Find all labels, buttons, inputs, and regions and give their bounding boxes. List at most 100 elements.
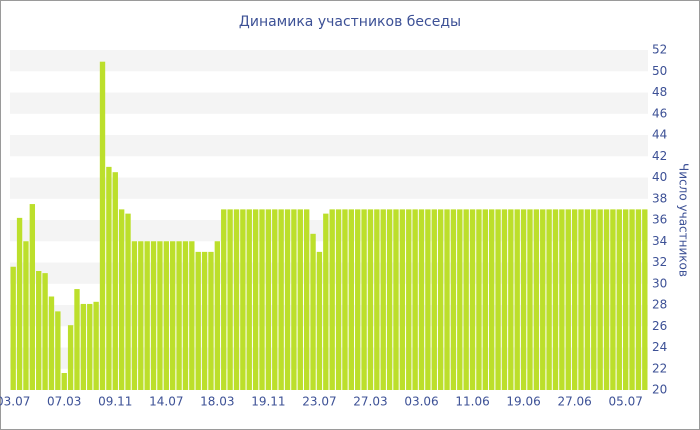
y-tick-label: 28 — [652, 298, 667, 312]
bar — [303, 209, 310, 390]
bar — [42, 273, 48, 390]
bar — [642, 209, 648, 390]
bar — [106, 166, 112, 390]
bar — [418, 209, 425, 390]
x-tick-label: 11.06 — [455, 395, 489, 409]
bar — [450, 209, 457, 390]
bar — [520, 209, 527, 390]
bar — [489, 209, 495, 390]
bar — [622, 209, 629, 390]
bar — [208, 251, 214, 390]
bar — [170, 241, 176, 390]
bar — [591, 209, 597, 390]
bar — [603, 209, 610, 390]
bar — [176, 241, 182, 390]
bar — [399, 209, 406, 390]
y-tick-label: 46 — [652, 106, 667, 120]
bar — [374, 209, 380, 390]
bar — [508, 209, 514, 390]
grid-band — [10, 347, 648, 369]
bar — [610, 209, 616, 390]
bar — [99, 61, 106, 390]
x-tick-label: 19.11 — [251, 395, 285, 409]
bar — [29, 204, 36, 390]
bar — [323, 213, 329, 390]
bar — [246, 209, 252, 390]
y-tick-label: 22 — [652, 361, 667, 375]
bar — [571, 209, 578, 390]
bar — [501, 209, 508, 390]
bar — [597, 209, 603, 390]
bar — [635, 209, 642, 390]
bar — [463, 209, 469, 390]
bar — [431, 209, 437, 390]
bar — [437, 209, 444, 390]
bar — [476, 209, 482, 390]
x-tick-label: 19.06 — [506, 395, 540, 409]
bar — [578, 209, 584, 390]
bar — [144, 241, 150, 390]
bar — [457, 209, 463, 390]
bar — [342, 209, 348, 390]
x-tick-label: 23.07 — [302, 395, 336, 409]
x-tick-label: 03.06 — [404, 395, 438, 409]
bar — [112, 172, 118, 390]
bar — [87, 303, 93, 390]
bar — [310, 233, 316, 390]
bar — [393, 209, 399, 390]
y-tick-label: 24 — [652, 340, 667, 354]
grid-band — [10, 220, 648, 242]
grid-band — [10, 50, 648, 72]
bar — [297, 209, 303, 390]
x-tick-label: 14.07 — [149, 395, 183, 409]
bar — [444, 209, 450, 390]
bar — [252, 209, 259, 390]
grid-band — [10, 305, 648, 327]
bar — [495, 209, 501, 390]
bar — [335, 209, 342, 390]
grid-band — [10, 177, 648, 199]
bar — [23, 241, 29, 390]
bar — [565, 209, 571, 390]
bar — [552, 209, 559, 390]
bar — [48, 296, 55, 390]
bar — [616, 209, 622, 390]
bar — [61, 373, 67, 390]
bar — [163, 241, 169, 390]
bar — [482, 209, 488, 390]
bar — [380, 209, 386, 390]
bar — [540, 209, 546, 390]
bar — [284, 209, 291, 390]
bar — [131, 241, 138, 390]
bar — [546, 209, 552, 390]
y-tick-label: 44 — [652, 128, 667, 142]
bar — [118, 209, 125, 390]
chart-title: Динамика участников беседы — [239, 14, 461, 30]
bar — [80, 303, 87, 390]
bar — [367, 209, 374, 390]
bar — [355, 209, 361, 390]
bar — [182, 241, 189, 390]
bar — [425, 209, 431, 390]
bar — [221, 209, 227, 390]
x-tick-label: 03.07 — [0, 395, 30, 409]
bar — [316, 251, 323, 390]
bar — [329, 209, 335, 390]
bar — [189, 241, 195, 390]
bar — [55, 311, 61, 390]
bar — [386, 209, 393, 390]
bar — [272, 209, 278, 390]
y-tick-label: 38 — [652, 191, 667, 205]
x-tick-label: 05.07 — [608, 395, 642, 409]
bar — [74, 289, 80, 390]
y-tick-label: 40 — [652, 170, 667, 184]
x-tick-label: 07.03 — [47, 395, 81, 409]
x-tick-label: 27.03 — [353, 395, 387, 409]
bar — [533, 209, 540, 390]
bar — [259, 209, 265, 390]
bar — [227, 209, 233, 390]
y-axis-label: Число участников — [677, 163, 691, 277]
bar — [150, 241, 157, 390]
bar — [10, 266, 16, 390]
bar — [406, 209, 412, 390]
